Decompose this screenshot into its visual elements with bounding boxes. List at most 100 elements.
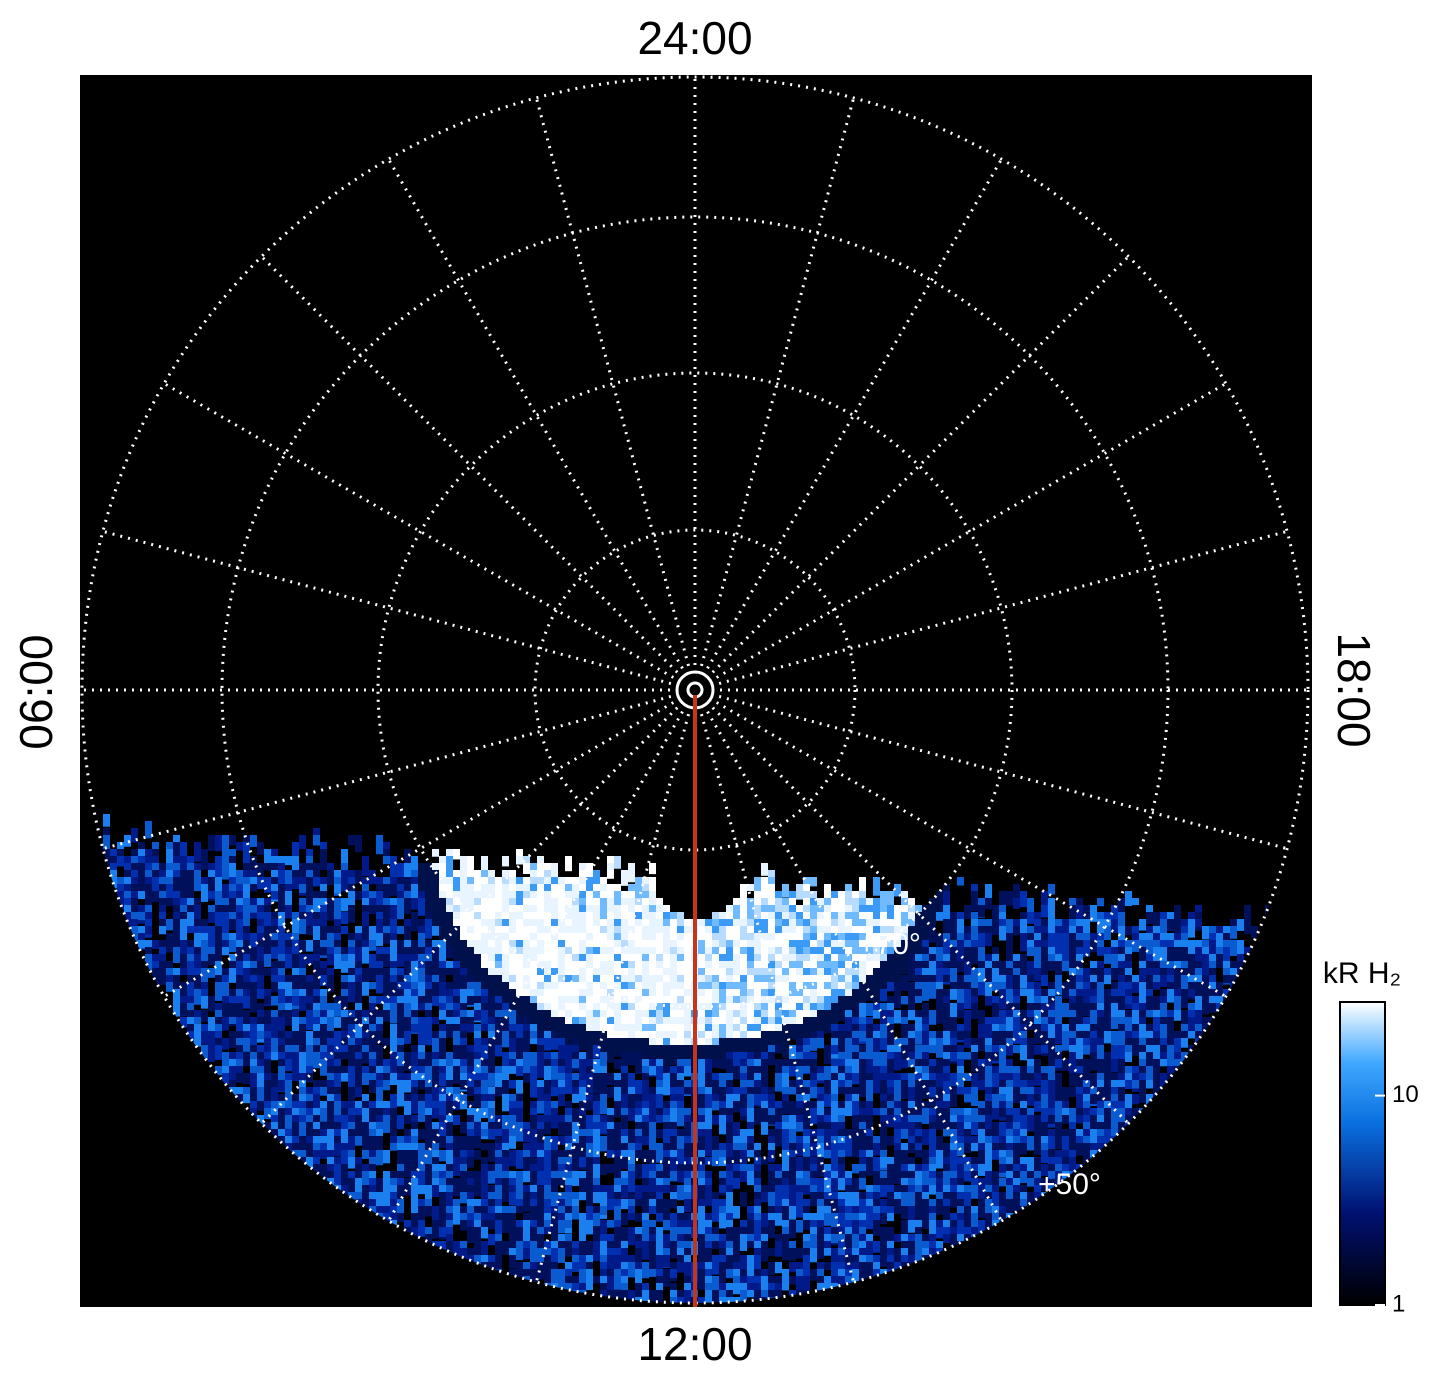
emission-cell [880, 1038, 887, 1050]
emission-cell [390, 1073, 397, 1086]
emission-cell [915, 926, 922, 940]
emission-cell [327, 870, 334, 886]
emission-cell [383, 856, 390, 865]
emission-cell [362, 1073, 369, 1086]
emission-cell [1034, 982, 1041, 990]
emission-cell [404, 1164, 411, 1178]
emission-cell [943, 947, 950, 959]
emission-cell [243, 954, 250, 963]
emission-cell [348, 1024, 355, 1040]
emission-cell [859, 1059, 866, 1067]
emission-cell [600, 1136, 607, 1152]
emission-cell [705, 989, 712, 1002]
emission-cell [1104, 968, 1111, 980]
emission-cell [712, 926, 719, 936]
emission-cell [411, 982, 418, 990]
emission-cell [243, 996, 250, 1009]
emission-cell [838, 1178, 845, 1191]
emission-cell [313, 1031, 320, 1043]
emission-cell [971, 989, 978, 1001]
emission-cell [481, 975, 488, 987]
emission-cell [292, 1059, 299, 1067]
emission-cell [852, 1003, 859, 1022]
emission-cell [278, 1010, 285, 1023]
emission-cell [866, 1164, 873, 1173]
emission-cell [439, 947, 446, 966]
emission-cell [285, 982, 292, 1003]
emission-cell [712, 996, 719, 1005]
emission-cell [782, 1073, 789, 1081]
emission-cell [859, 933, 866, 941]
emission-cell [1146, 926, 1153, 940]
emission-cell [1160, 1059, 1167, 1067]
emission-cell [320, 996, 327, 1012]
emission-cell [215, 905, 222, 916]
emission-cell [320, 1150, 327, 1159]
emission-cell [481, 947, 488, 956]
emission-cell [1013, 1024, 1020, 1044]
emission-cell [1041, 940, 1048, 953]
emission-cell [460, 933, 467, 941]
emission-cell [257, 1101, 264, 1111]
emission-cell [404, 961, 411, 975]
emission-cell [936, 933, 943, 953]
emission-cell [131, 856, 138, 868]
emission-cell [838, 891, 845, 912]
emission-cell [341, 989, 348, 1001]
emission-cell [460, 1010, 467, 1018]
emission-cell [999, 1164, 1006, 1173]
emission-cell [516, 975, 523, 987]
emission-cell [705, 1143, 712, 1157]
emission-cell [845, 926, 852, 936]
emission-cell [530, 1010, 537, 1021]
emission-cell [719, 961, 726, 969]
emission-cell [418, 954, 425, 962]
emission-cell [705, 1031, 712, 1045]
emission-cell [313, 961, 320, 972]
emission-cell [523, 1073, 530, 1083]
emission-cell [397, 1122, 404, 1130]
emission-cell [1153, 912, 1160, 922]
emission-cell [803, 877, 810, 886]
emission-cell [474, 1136, 481, 1149]
emission-cell [1055, 940, 1062, 954]
emission-cell [1153, 968, 1160, 976]
emission-cell [201, 877, 208, 886]
emission-cell [754, 947, 761, 958]
emission-cell [677, 1059, 684, 1067]
emission-cell [194, 905, 201, 913]
emission-cell [817, 926, 824, 939]
emission-cell [663, 1101, 670, 1109]
emission-cell [796, 926, 803, 934]
emission-cell [376, 1108, 383, 1116]
emission-cell [390, 870, 397, 878]
emission-cell [747, 1115, 754, 1124]
emission-cell [600, 1038, 607, 1048]
emission-cell [1034, 1031, 1041, 1044]
emission-cell [670, 919, 677, 929]
emission-cell [558, 940, 565, 950]
emission-cell [1125, 1010, 1132, 1019]
emission-cell [180, 968, 187, 976]
emission-cell [922, 1073, 929, 1081]
emission-cell [838, 940, 845, 953]
emission-cell [894, 954, 901, 965]
emission-cell [908, 940, 915, 949]
emission-cell [537, 1010, 544, 1020]
emission-cell [810, 912, 817, 924]
emission-cell [936, 912, 943, 921]
emission-cell [362, 877, 369, 886]
emission-cell [292, 947, 299, 956]
emission-cell [306, 919, 313, 931]
emission-cell [145, 877, 152, 891]
emission-cell [831, 975, 838, 985]
emission-cell [383, 891, 390, 903]
emission-cell [915, 912, 922, 926]
emission-cell [985, 1157, 992, 1174]
emission-cell [306, 863, 313, 876]
emission-cell [789, 954, 796, 968]
emission-cell [481, 1129, 488, 1137]
emission-cell [1041, 954, 1048, 974]
emission-cell [446, 1003, 453, 1014]
emission-cell [880, 912, 887, 922]
